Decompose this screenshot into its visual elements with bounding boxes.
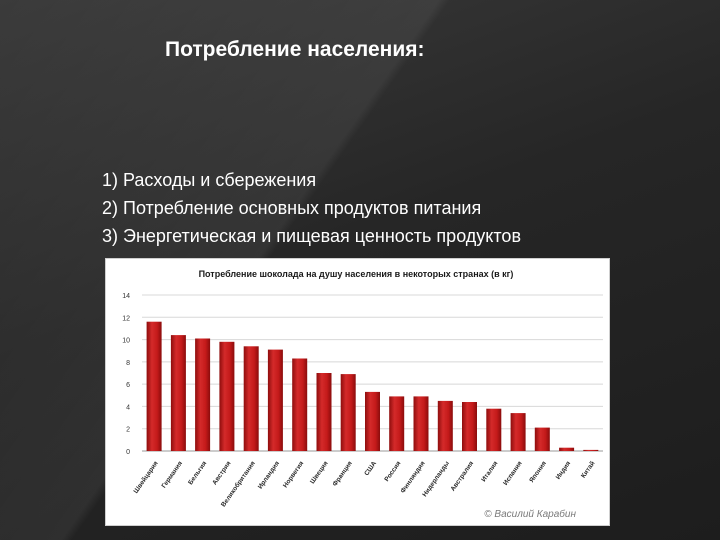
bullet-item-3: 3) Энергетическая и пищевая ценность про…: [102, 226, 522, 246]
x-tick-label: Нидерланды: [421, 460, 451, 498]
bar-9: [340, 374, 356, 451]
bar-11: [389, 396, 405, 451]
x-tick-label: Швеция: [309, 460, 330, 485]
bar-3: [195, 338, 211, 451]
x-tick-label: Австрия: [211, 460, 232, 486]
bar-14: [462, 402, 477, 451]
y-tick-label: 14: [122, 293, 130, 300]
x-tick-label: Ирландия: [257, 460, 281, 490]
bar-16: [510, 413, 526, 451]
bar-15: [486, 408, 502, 451]
bar-1: [146, 321, 162, 451]
chart-watermark: © Василий Карабин: [484, 508, 576, 520]
x-tick-label: Франция: [332, 460, 354, 488]
bar-18: [559, 447, 575, 451]
chart-card: Потребление шоколада на душу населения в…: [106, 259, 609, 525]
bar-8: [316, 373, 332, 451]
y-tick-label: 0: [126, 449, 130, 456]
bar-19: [583, 449, 599, 451]
x-tick-label: Швейцария: [132, 459, 160, 494]
x-tick-label: Индия: [555, 460, 573, 481]
bar-2: [170, 335, 186, 451]
bar-17: [534, 427, 550, 451]
bar-10: [365, 391, 380, 451]
bar-5: [243, 346, 259, 451]
bullet-item-1: 1) Расходы и сбережения: [102, 170, 317, 190]
bar-7: [292, 358, 308, 451]
bar-13: [437, 400, 453, 451]
bullet-list: 1) Расходы и сбережения 2) Потребление о…: [102, 166, 521, 250]
x-tick-label: Бельгия: [187, 460, 208, 486]
x-tick-label: Россия: [383, 460, 402, 483]
bar-6: [267, 349, 283, 451]
x-tick-label: США: [363, 460, 378, 477]
y-tick-label: 8: [126, 360, 130, 367]
bullet-item-2: 2) Потребление основных продуктов питани…: [102, 198, 482, 218]
slide-title: Потребление населения:: [165, 38, 425, 61]
x-tick-label: Финляндия: [400, 460, 427, 495]
y-tick-label: 10: [122, 338, 130, 345]
x-tick-label: Австралия: [450, 460, 476, 493]
y-tick-label: 6: [126, 382, 130, 389]
chart-title: Потребление шоколада на душу населения в…: [199, 269, 514, 279]
y-tick-label: 4: [126, 404, 130, 411]
y-tick-label: 12: [122, 315, 130, 322]
x-tick-label: Германия: [161, 460, 185, 490]
bar-chart: Потребление шоколада на душу населения в…: [122, 269, 603, 520]
y-tick-label: 2: [126, 427, 130, 434]
x-tick-label: Китай: [579, 460, 596, 480]
bar-12: [413, 396, 429, 451]
bar-4: [219, 341, 235, 451]
x-tick-label: Испания: [502, 460, 524, 487]
x-tick-label: Япония: [528, 460, 548, 484]
x-tick-label: Норвегия: [282, 460, 305, 489]
x-tick-label: Италия: [480, 460, 499, 483]
